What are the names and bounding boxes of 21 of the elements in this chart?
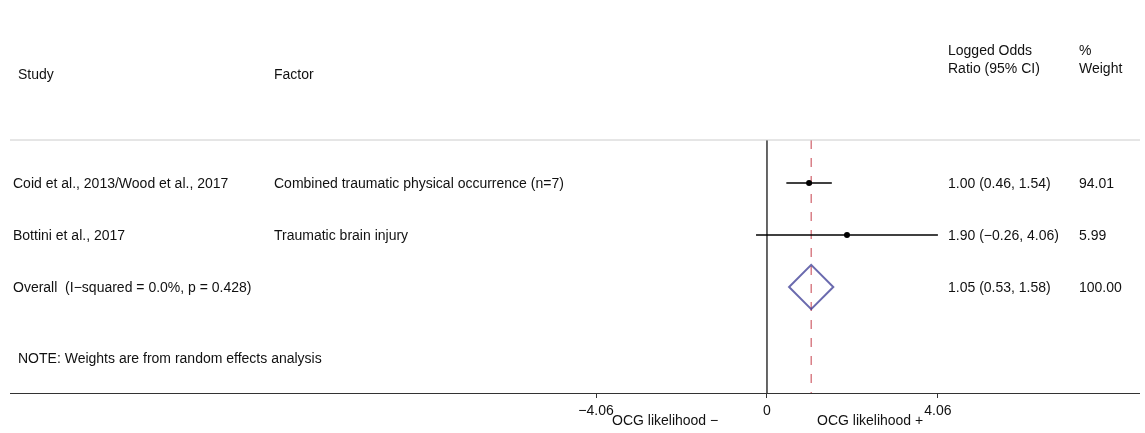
x-tick-label: −4.06 <box>578 402 614 418</box>
x-tick-label: 4.06 <box>924 402 952 418</box>
annotation: 94.01 <box>1079 175 1115 191</box>
text: % Weight <box>1079 42 1123 77</box>
text: Study <box>18 66 54 82</box>
annotation: 5.99 <box>1079 227 1107 243</box>
text: Logged Odds Ratio (95% CI) <box>948 42 1040 77</box>
annotation: 1.00 (0.46, 1.54) <box>948 175 1051 191</box>
text: Factor <box>274 66 315 82</box>
annotation: Traumatic brain injury <box>274 227 409 243</box>
annotation: 1.05 (0.53, 1.58) <box>948 279 1051 295</box>
y-tick-label: Overall (I−squared = 0.0%, p = 0.428) <box>13 278 252 295</box>
y-tick-label: Coid et al., 2013/Wood et al., 2017 <box>13 174 229 191</box>
y-tick-label: Bottini et al., 2017 <box>13 226 126 243</box>
annotation: 100.00 <box>1079 279 1123 295</box>
text: NOTE: Weights are from random effects analysis <box>18 350 322 366</box>
text: OCG likelihood − <box>612 412 719 428</box>
annotation: Combined traumatic physical occurrence (n=7) <box>274 175 564 191</box>
x-tick-label: 0 <box>763 402 772 418</box>
text: OCG likelihood + <box>817 412 924 428</box>
annotation: 1.90 (−0.26, 4.06) <box>948 227 1059 243</box>
